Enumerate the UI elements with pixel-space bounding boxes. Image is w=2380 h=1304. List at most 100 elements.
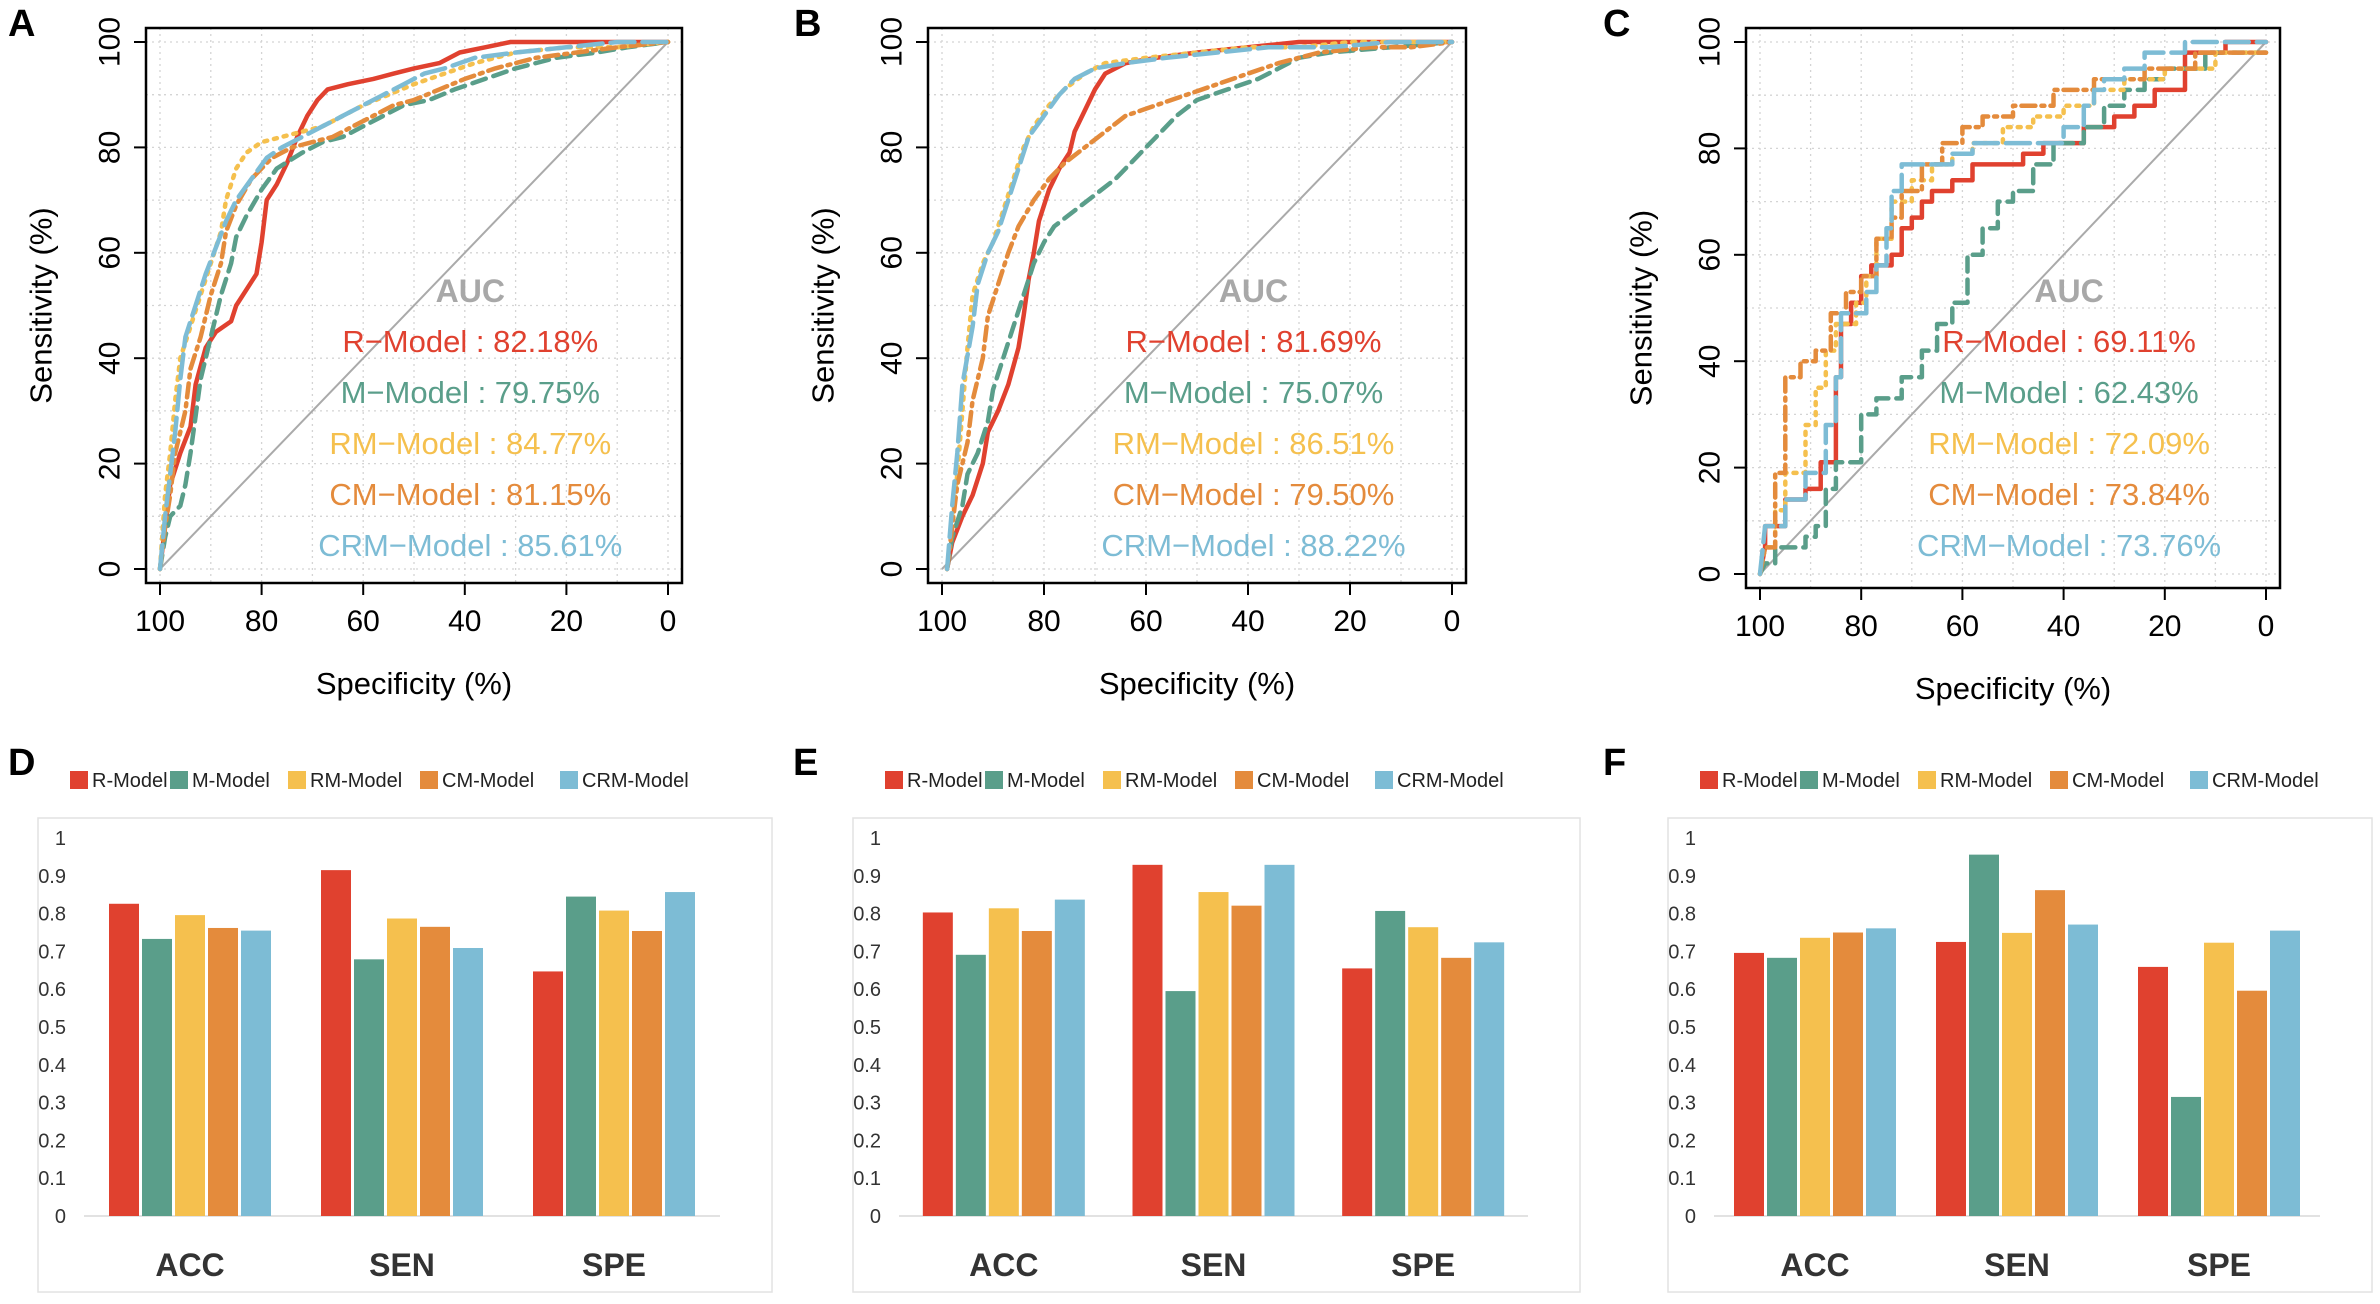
y-tick-label: 0 <box>1694 566 1727 583</box>
y-tick-label: 0.5 <box>853 1017 881 1039</box>
y-tick-label: 0.3 <box>38 1093 66 1115</box>
roc-curve-m-model <box>1757 50 2269 577</box>
category-label: SEN <box>369 1247 435 1283</box>
auc-separator: : <box>2090 528 2116 563</box>
y-tick-label: 100 <box>1694 17 1727 67</box>
x-tick-label: 0 <box>2258 610 2275 643</box>
bar-r-model-sen <box>321 870 351 1216</box>
auc-value: 73.76% <box>2116 528 2221 563</box>
auc-value: 79.75% <box>495 375 600 410</box>
x-tick-label: 60 <box>347 605 380 638</box>
auc-separator: : <box>1250 324 1276 359</box>
panel-letter: F <box>1603 742 1626 784</box>
roc-curve-crm-model <box>1757 39 2269 577</box>
y-tick-label: 60 <box>1694 238 1727 271</box>
y-tick-label: 0 <box>1685 1206 1696 1228</box>
bar-m-model-spe <box>1375 910 1406 1216</box>
auc-model-name: R−Model <box>342 324 467 359</box>
auc-value: 82.18% <box>493 324 598 359</box>
y-tick-label: 0.2 <box>1668 1130 1696 1152</box>
category-label: ACC <box>155 1247 224 1283</box>
panel-letter: A <box>8 3 35 45</box>
auc-value: 88.22% <box>1300 528 1405 563</box>
auc-separator: : <box>2068 375 2094 410</box>
plot-frame <box>1744 26 2282 590</box>
auc-entry-r-model: R−Model : 81.69% <box>1126 324 1382 359</box>
y-tick-label: 0 <box>55 1206 66 1228</box>
auc-value: 73.84% <box>2105 477 2210 512</box>
legend-label: RM-Model <box>1940 770 2032 792</box>
auc-entry-r-model: R−Model : 82.18% <box>342 324 598 359</box>
bar-m-model-sen <box>354 959 384 1216</box>
roc-curve-m-model <box>944 39 1455 572</box>
auc-entry-cm-model: CM−Model : 79.50% <box>1113 477 1395 512</box>
legend-swatch-rm-model <box>1918 771 1936 789</box>
auc-entry-crm-model: CRM−Model : 88.22% <box>1101 528 1405 563</box>
y-tick-label: 0.7 <box>853 941 881 963</box>
bar-panel-d: D R-Model M-Model RM-Model CM-Model CRM-Model… <box>8 742 773 1293</box>
legend-label: CM-Model <box>2072 770 2164 792</box>
auc-model-name: M−Model <box>1939 375 2067 410</box>
x-tick-label: 40 <box>1231 605 1264 638</box>
x-tick-label: 20 <box>1333 605 1366 638</box>
roc-panel-a: A 100 80 60 40 20 0 0 20 40 60 80 100 Specificity (%)… <box>8 3 684 701</box>
x-tick-label: 20 <box>2148 610 2181 643</box>
roc-curve-cm-model <box>157 39 671 572</box>
x-tick-label: 80 <box>245 605 278 638</box>
auc-model-name: CRM−Model <box>318 528 491 563</box>
x-tick-label: 0 <box>660 605 677 638</box>
auc-entry-rm-model: RM−Model : 84.77% <box>329 426 611 461</box>
bar-r-model-sen <box>1936 941 1966 1216</box>
legend-label: CM-Model <box>1257 770 1349 792</box>
y-tick-label: 0.3 <box>853 1093 881 1115</box>
legend-label: R-Model <box>1722 770 1798 792</box>
legend-label: M-Model <box>1822 770 1900 792</box>
roc-panel-b: B 100 80 60 40 20 0 0 20 40 60 80 100 Specificity (%)… <box>794 3 1468 701</box>
roc-curve-crm-model <box>157 39 671 572</box>
legend-swatch-rm-model <box>288 771 306 789</box>
auc-value: 75.07% <box>1278 375 1383 410</box>
bar-r-model-acc <box>922 912 953 1216</box>
auc-value: 79.50% <box>1289 477 1394 512</box>
bar-m-model-sen <box>1165 991 1196 1216</box>
auc-separator: : <box>2079 426 2105 461</box>
bar-crm-model-sen <box>1264 864 1295 1216</box>
y-tick-label: 0.9 <box>38 866 66 888</box>
auc-title: AUC <box>436 273 505 309</box>
legend-swatch-crm-model <box>2190 771 2208 789</box>
y-tick-label: 0.8 <box>1668 904 1696 926</box>
y-tick-label: 0.1 <box>1668 1168 1696 1190</box>
auc-model-name: R−Model <box>1126 324 1251 359</box>
y-tick-label: 0.6 <box>1668 979 1696 1001</box>
x-tick-label: 80 <box>1027 605 1060 638</box>
bar-cm-model-sen <box>420 926 450 1216</box>
bar-rm-model-acc <box>988 908 1019 1216</box>
auc-entry-rm-model: RM−Model : 86.51% <box>1113 426 1395 461</box>
y-axis-label: Sensitivity (%) <box>1624 210 1659 406</box>
x-tick-label: 40 <box>448 605 481 638</box>
y-tick-label: 0.4 <box>853 1055 881 1077</box>
roc-curve-m-model <box>157 39 671 572</box>
y-tick-label: 0.3 <box>1668 1093 1696 1115</box>
y-tick-label: 100 <box>94 17 127 67</box>
bar-crm-model-sen <box>453 947 483 1216</box>
y-tick-label: 0 <box>876 561 909 578</box>
bar-cm-model-sen <box>2035 890 2065 1216</box>
y-tick-label: 0.4 <box>38 1055 66 1077</box>
y-tick-label: 1 <box>55 828 66 850</box>
bar-rm-model-spe <box>2204 942 2234 1216</box>
legend-label: M-Model <box>1007 770 1085 792</box>
auc-value: 69.11% <box>2093 324 2196 359</box>
y-tick-label: 0.6 <box>38 979 66 1001</box>
y-tick-label: 80 <box>94 131 127 164</box>
y-tick-label: 40 <box>94 342 127 375</box>
bar-r-model-spe <box>1342 968 1373 1216</box>
category-label: ACC <box>969 1247 1038 1283</box>
category-label: SEN <box>1984 1247 2050 1283</box>
y-tick-label: 0.5 <box>1668 1017 1696 1039</box>
legend-label: CRM-Model <box>1397 770 1504 792</box>
legend-swatch-cm-model <box>420 771 438 789</box>
bar-panel-e: E R-Model M-Model RM-Model CM-Model CRM-Model… <box>793 742 1581 1293</box>
auc-value: 84.77% <box>506 426 611 461</box>
